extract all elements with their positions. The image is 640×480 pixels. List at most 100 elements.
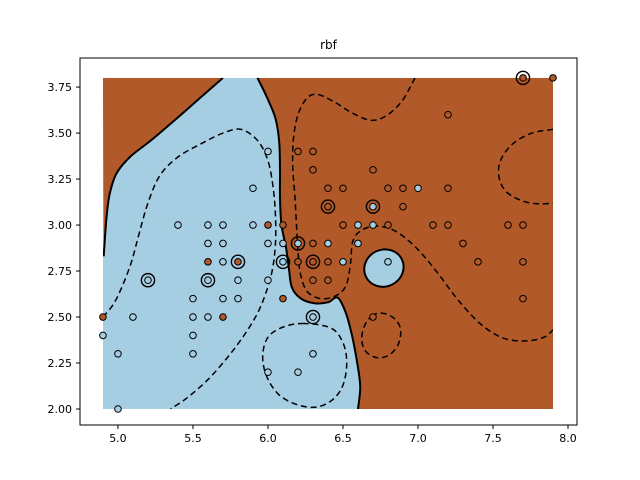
scatter-point xyxy=(114,350,122,358)
scatter-point xyxy=(144,276,152,285)
x-axis: 5.0 5.5 6.0 6.5 7.0 7.5 8.0 xyxy=(109,425,577,445)
x-tick-label: 5.5 xyxy=(184,432,202,445)
scatter-point xyxy=(189,331,197,340)
scatter-point xyxy=(189,294,197,303)
margin-contour-right-dashed xyxy=(291,77,553,342)
scatter-point xyxy=(294,368,302,377)
support-vector-ring xyxy=(320,199,336,214)
scatter-point xyxy=(219,258,227,266)
scatter-point xyxy=(204,221,212,229)
y-tick-label: 2.00 xyxy=(48,403,73,416)
scatter-layer xyxy=(99,70,557,413)
scatter-point xyxy=(249,184,257,193)
scatter-point xyxy=(444,184,452,193)
scatter-point xyxy=(324,202,332,211)
support-vector-ring xyxy=(305,309,321,325)
scatter-point xyxy=(264,221,272,229)
scatter-point xyxy=(369,221,377,229)
scatter-point xyxy=(354,239,362,248)
class0-island xyxy=(363,248,405,288)
scatter-point xyxy=(129,313,137,321)
y-tick-label: 3.25 xyxy=(48,173,73,186)
margin-contour-teardrop-dashed xyxy=(360,312,402,359)
scatter-point xyxy=(429,221,437,229)
scatter-point xyxy=(384,258,392,266)
scatter-point xyxy=(519,294,527,303)
scatter-point xyxy=(219,221,227,229)
scatter-point xyxy=(264,239,272,248)
scatter-point xyxy=(234,294,242,303)
scatter-point xyxy=(384,184,392,193)
scatter-point xyxy=(294,147,302,156)
support-vector-ring xyxy=(230,254,246,270)
scatter-point xyxy=(219,294,227,303)
decision-boundary-left xyxy=(102,77,224,257)
support-vector-ring xyxy=(305,254,321,270)
scatter-point xyxy=(339,184,347,193)
y-tick-label: 3.75 xyxy=(48,81,73,94)
x-tick-label: 7.5 xyxy=(484,432,502,445)
scatter-point xyxy=(309,147,317,156)
scatter-point xyxy=(99,331,107,340)
scatter-point xyxy=(279,239,287,248)
y-tick-label: 2.75 xyxy=(48,265,73,278)
scatter-point xyxy=(399,184,407,193)
scatter-point xyxy=(354,221,362,229)
scatter-point xyxy=(444,221,452,229)
x-tick-label: 6.0 xyxy=(259,432,277,445)
scatter-point xyxy=(204,239,212,248)
margin-contour-left-dashed xyxy=(102,128,277,410)
scatter-point xyxy=(204,276,212,285)
scatter-point xyxy=(189,350,197,358)
scatter-point xyxy=(174,221,182,229)
class1-region-wedge xyxy=(102,77,223,257)
scatter-point xyxy=(294,258,302,266)
scatter-point xyxy=(234,258,242,266)
scatter-point xyxy=(324,184,332,193)
scatter-point xyxy=(309,166,317,174)
decision-boundary-main xyxy=(256,77,362,410)
scatter-point xyxy=(309,239,317,248)
x-tick-label: 8.0 xyxy=(559,432,577,445)
scatter-point xyxy=(369,313,377,321)
scatter-point xyxy=(279,258,287,266)
axes-frame xyxy=(79,57,578,426)
scatter-point xyxy=(324,258,332,266)
scatter-point xyxy=(324,276,332,285)
scatter-point xyxy=(264,276,272,285)
scatter-point xyxy=(249,221,257,229)
scatter-point xyxy=(264,368,272,377)
scatter-point xyxy=(279,221,287,229)
scatter-point xyxy=(309,350,317,358)
scatter-point xyxy=(189,313,197,321)
scatter-point xyxy=(504,221,512,229)
y-tick-label: 3.50 xyxy=(48,127,73,140)
scatter-point xyxy=(339,221,347,229)
scatter-point xyxy=(309,313,317,321)
scatter-point xyxy=(549,74,557,82)
scatter-point xyxy=(399,202,407,211)
scatter-point xyxy=(369,166,377,174)
scatter-point xyxy=(204,313,212,321)
scatter-point xyxy=(414,184,422,193)
scatter-point xyxy=(324,239,332,248)
y-tick-label: 2.50 xyxy=(48,311,73,324)
scatter-point xyxy=(204,258,212,266)
scatter-point xyxy=(474,258,482,266)
x-tick-label: 7.0 xyxy=(409,432,427,445)
support-vector-ring xyxy=(200,272,216,288)
y-tick-label: 2.25 xyxy=(48,357,73,370)
chart-title: rbf xyxy=(320,38,337,52)
scatter-point xyxy=(99,313,107,321)
scatter-point xyxy=(459,239,467,248)
scatter-point xyxy=(444,110,452,119)
scatter-point xyxy=(219,239,227,248)
scatter-point xyxy=(519,258,527,266)
support-vector-ring xyxy=(365,199,381,214)
x-tick-label: 5.0 xyxy=(109,432,127,445)
scatter-point xyxy=(294,239,302,248)
scatter-point xyxy=(339,258,347,266)
scatter-point xyxy=(264,147,272,156)
